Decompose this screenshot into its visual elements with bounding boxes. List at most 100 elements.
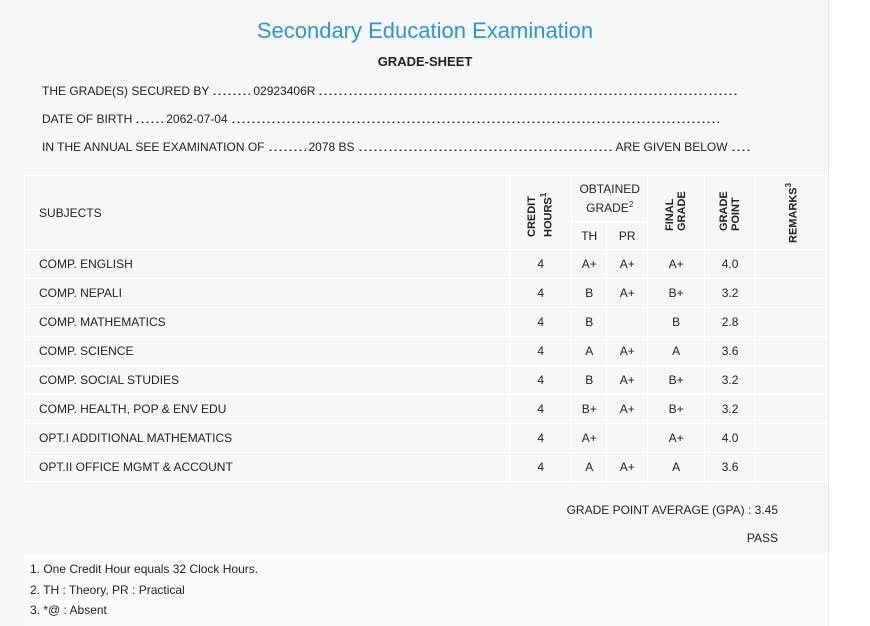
- footnote-ref: 2: [628, 199, 634, 209]
- subtitle: GRADE-SHEET: [377, 54, 473, 69]
- info-value: 02923406R: [253, 84, 316, 98]
- grade-point: 4.0: [704, 423, 757, 453]
- header-cell: PR: [606, 221, 649, 250]
- footnote: 2. TH : Theory, PR : Practical: [30, 583, 185, 597]
- practical-grade: A+: [606, 249, 649, 279]
- info-value: 2062-07-04: [166, 112, 228, 126]
- header-text: GRADE POINT: [718, 191, 743, 231]
- theory-grade: B: [571, 307, 608, 337]
- header-cell: OBTAINED GRADE2: [571, 175, 649, 222]
- practical-grade: A+: [606, 336, 649, 366]
- credit-hours: 4: [509, 423, 573, 453]
- info-label: IN THE ANNUAL SEE EXAMINATION OF: [42, 140, 265, 154]
- info-line: THE GRADE(S) SECURED BY 02923406R: [42, 84, 741, 98]
- header-cell: FINAL GRADE: [647, 175, 706, 250]
- table-row: COMP. SOCIAL STUDIES 4 B A+ B+ 3.2: [23, 365, 828, 395]
- subject: COMP. NEPALI: [23, 278, 511, 308]
- info-line: DATE OF BIRTH 2062-07-04: [42, 112, 722, 126]
- practical-grade: [606, 307, 649, 337]
- info-line: IN THE ANNUAL SEE EXAMINATION OF 2078 BS…: [42, 140, 754, 154]
- leader: [318, 85, 739, 95]
- practical-grade: A+: [606, 394, 649, 424]
- footnote: 3. *@ : Absent: [30, 603, 107, 617]
- practical-grade: A+: [606, 452, 649, 482]
- table-row: COMP. MATHEMATICS 4 B B 2.8: [23, 307, 828, 337]
- remarks: [755, 452, 828, 482]
- credit-hours: 4: [509, 394, 573, 424]
- table-row: COMP. HEALTH, POP & ENV EDU 4 B+ A+ B+ 3.2: [23, 394, 828, 424]
- info-label: DATE OF BIRTH: [42, 112, 133, 126]
- practical-grade: A+: [606, 365, 649, 395]
- theory-grade: B: [571, 278, 608, 308]
- final-grade: A: [647, 452, 706, 482]
- final-grade: B+: [647, 278, 706, 308]
- grade-point: 3.6: [704, 336, 757, 366]
- remarks: [755, 365, 828, 395]
- practical-grade: [606, 423, 649, 453]
- theory-grade: B+: [571, 394, 608, 424]
- credit-hours: 4: [509, 278, 573, 308]
- footnotes: 1. One Credit Hour equals 32 Clock Hours…: [24, 553, 828, 626]
- grade-point: 3.6: [704, 452, 757, 482]
- remarks: [755, 307, 828, 337]
- info-suffix: ARE GIVEN BELOW: [615, 140, 728, 154]
- final-grade: A: [647, 336, 706, 366]
- table-body: COMP. ENGLISH 4 A+ A+ A+ 4.0 COMP. NEPALI 4 B A+ B…: [23, 249, 828, 482]
- header-cell: GRADE POINT: [704, 175, 757, 250]
- credit-hours: 4: [509, 365, 573, 395]
- final-grade: B+: [647, 365, 706, 395]
- subject: COMP. HEALTH, POP & ENV EDU: [23, 394, 511, 424]
- leader: [135, 113, 164, 123]
- final-grade: B+: [647, 394, 706, 424]
- theory-grade: A+: [571, 249, 608, 279]
- info-label: THE GRADE(S) SECURED BY: [42, 84, 210, 98]
- header-text: OBTAINED GRADE: [579, 181, 640, 215]
- header-text: CREDIT HOURS: [526, 196, 556, 237]
- remarks: [755, 394, 828, 424]
- result: PASS: [746, 531, 778, 545]
- table-row: OPT.I ADDITIONAL MATHEMATICS 4 A+ A+ 4.0: [23, 423, 828, 453]
- final-grade: B: [647, 307, 706, 337]
- subject: COMP. ENGLISH: [23, 249, 511, 279]
- header-cell: CREDIT HOURS1: [509, 175, 573, 250]
- subject: COMP. SCIENCE: [23, 336, 511, 366]
- leader: [212, 85, 251, 95]
- header-text: FINAL GRADE: [664, 191, 689, 231]
- info-value: 2078 BS: [308, 140, 355, 154]
- gpa: GRADE POINT AVERAGE (GPA) : 3.45: [567, 503, 778, 517]
- credit-hours: 4: [509, 336, 573, 366]
- final-grade: A+: [647, 423, 706, 453]
- remarks: [755, 249, 828, 279]
- subject: COMP. SOCIAL STUDIES: [23, 365, 511, 395]
- grade-point: 4.0: [704, 249, 757, 279]
- footnote-ref: 1: [539, 192, 549, 198]
- gpa-value: 3.45: [754, 503, 778, 517]
- leader: [230, 113, 719, 123]
- leader: [267, 141, 306, 151]
- footnote-ref: 3: [784, 182, 794, 188]
- theory-grade: A: [571, 452, 608, 482]
- grade-point: 3.2: [704, 365, 757, 395]
- gpa-label: GRADE POINT AVERAGE (GPA) :: [566, 503, 752, 517]
- grade-table: SUBJECTS CREDIT HOURS1 OBTAINED GRADE2 F…: [23, 175, 828, 482]
- practical-grade: A+: [606, 278, 649, 308]
- subject: OPT.II OFFICE MGMT & ACCOUNT: [23, 452, 511, 482]
- header-cell: REMARKS3: [755, 175, 828, 250]
- header-text: REMARKS: [787, 187, 800, 243]
- grade-sheet: Secondary Education Examination GRADE-SH…: [23, 0, 829, 626]
- credit-hours: 4: [509, 307, 573, 337]
- header-cell: TH: [571, 221, 608, 250]
- credit-hours: 4: [509, 249, 573, 279]
- grade-point: 3.2: [704, 278, 757, 308]
- remarks: [755, 336, 828, 366]
- subject: COMP. MATHEMATICS: [23, 307, 511, 337]
- credit-hours: 4: [509, 452, 573, 482]
- theory-grade: A: [571, 336, 608, 366]
- header-cell: SUBJECTS: [23, 175, 511, 250]
- title: Secondary Education Examination: [256, 18, 594, 43]
- footnote: 1. One Credit Hour equals 32 Clock Hours…: [30, 562, 259, 576]
- table-row: COMP. NEPALI 4 B A+ B+ 3.2: [23, 278, 828, 308]
- table-row: COMP. SCIENCE 4 A A+ A 3.6: [23, 336, 828, 366]
- theory-grade: A+: [571, 423, 608, 453]
